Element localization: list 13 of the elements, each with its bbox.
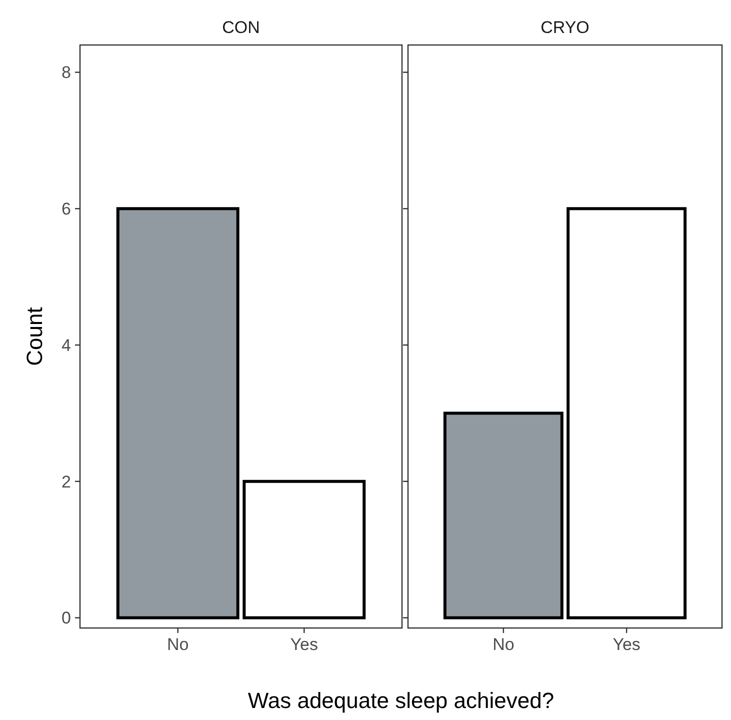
- x-tick-label: Yes: [290, 635, 318, 654]
- y-tick-label: 6: [62, 200, 71, 219]
- y-tick-label: 0: [62, 608, 71, 628]
- y-tick-label: 8: [62, 63, 71, 82]
- x-tick-label: No: [166, 635, 189, 654]
- y-axis-title: Count: [22, 307, 47, 366]
- x-tick-label: Yes: [612, 635, 640, 654]
- x-axis-title: Was adequate sleep achieved?: [248, 688, 554, 713]
- chart-title: CRYO: [540, 18, 590, 37]
- y-tick-label: 4: [62, 336, 71, 355]
- y-tick-label: 2: [62, 472, 71, 492]
- x-tick-label: No: [492, 635, 514, 654]
- chart-title: CON: [222, 18, 260, 37]
